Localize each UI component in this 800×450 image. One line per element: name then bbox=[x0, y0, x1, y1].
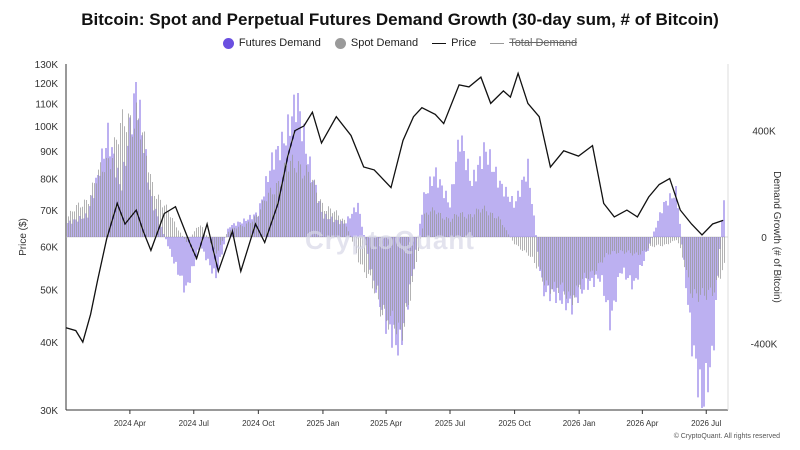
x-tick-label: 2025 Jul bbox=[435, 419, 465, 428]
x-tick-label: 2026 Apr bbox=[626, 419, 658, 428]
left-tick-label: 60K bbox=[40, 242, 58, 253]
legend-item-price[interactable]: Price bbox=[432, 37, 476, 49]
chart-title: Bitcoin: Spot and Perpetual Futures Dema… bbox=[81, 10, 719, 29]
left-tick-label: 50K bbox=[40, 285, 58, 296]
legend-swatch-spot bbox=[334, 37, 346, 49]
left-tick-label: 130K bbox=[35, 60, 59, 71]
left-tick-label: 40K bbox=[40, 338, 58, 349]
left-tick-label: 90K bbox=[40, 147, 58, 158]
x-tick-label: 2024 Jul bbox=[179, 419, 209, 428]
right-tick-label: -400K bbox=[751, 339, 778, 350]
left-tick-label: 70K bbox=[40, 206, 58, 217]
x-tick-label: 2024 Apr bbox=[114, 419, 146, 428]
chart-legend: Futures Demand Spot Demand Price Total D… bbox=[0, 37, 800, 49]
legend-item-spot[interactable]: Spot Demand bbox=[334, 37, 419, 49]
legend-swatch-price bbox=[432, 42, 447, 44]
legend-item-futures[interactable]: Futures Demand bbox=[222, 37, 321, 49]
left-tick-label: 120K bbox=[35, 79, 59, 90]
right-axis-title: Demand Growth (# of Bitcoin) bbox=[771, 171, 782, 303]
left-tick-label: 80K bbox=[40, 175, 58, 186]
copyright-footer: © CryptoQuant. All rights reserved bbox=[673, 433, 780, 440]
price-line bbox=[65, 71, 724, 344]
x-tick-label: 2025 Oct bbox=[498, 419, 531, 428]
x-tick-label: 2026 Jan bbox=[563, 419, 596, 428]
legend-label-futures: Futures Demand bbox=[238, 37, 321, 49]
left-axis-title: Price ($) bbox=[18, 218, 29, 256]
x-tick-label: 2024 Oct bbox=[242, 419, 275, 428]
legend-label-price: Price bbox=[451, 37, 477, 49]
legend-label-spot: Spot Demand bbox=[350, 37, 419, 49]
right-tick-label: 400K bbox=[752, 127, 776, 138]
legend-label-total: Total Demand bbox=[509, 37, 578, 49]
x-tick-label: 2026 Jul bbox=[691, 419, 721, 428]
left-tick-label: 100K bbox=[35, 122, 59, 133]
left-tick-label: 110K bbox=[35, 99, 58, 110]
legend-item-total[interactable]: Total Demand bbox=[490, 37, 577, 49]
right-tick-label: 0 bbox=[761, 233, 767, 244]
legend-swatch-total bbox=[490, 42, 505, 44]
watermark: CryptoQuant bbox=[305, 225, 475, 255]
legend-swatch-futures bbox=[222, 37, 234, 49]
left-tick-label: 30K bbox=[40, 406, 58, 417]
x-tick-label: 2025 Jan bbox=[306, 419, 339, 428]
x-tick-label: 2025 Apr bbox=[370, 419, 402, 428]
